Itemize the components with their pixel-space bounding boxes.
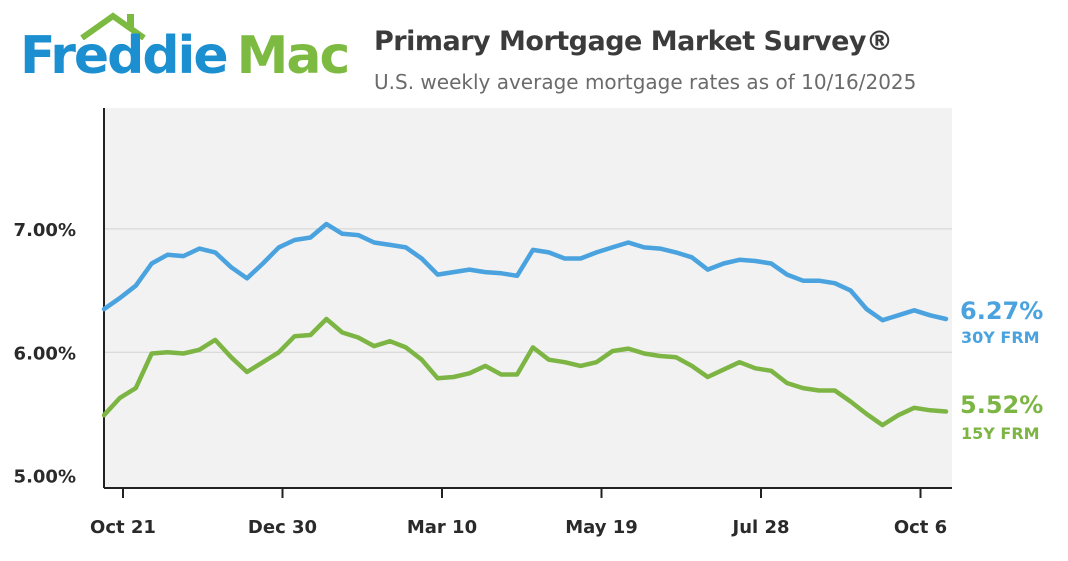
x-tick-label: Dec 30 [248,517,317,538]
series-lines [101,221,949,428]
chart-subtitle: U.S. weekly average mortgage rates as of… [374,70,917,94]
x-tick-label: Oct 6 [894,517,947,538]
labels: 5.00% 6.00% 7.00% Oct 21 Dec 30 Mar 10 May 19 J… [14,220,1044,538]
series-end-value: 5.52% [960,391,1043,419]
series-name-label: 30Y FRM [961,328,1040,347]
plot-background [104,108,952,488]
y-tick-label: 7.00% [14,220,76,241]
series-line-15y-frm [101,316,949,428]
x-tick-label: Mar 10 [407,517,477,538]
x-tick-label: Oct 21 [90,517,156,538]
series-end-value: 6.27% [960,297,1043,325]
axes [103,108,952,498]
x-tick-label: May 19 [565,517,638,538]
series-name-label: 15Y FRM [961,424,1040,443]
chart-title: Primary Mortgage Market Survey® [374,26,893,57]
logo-wordmark: Freddie Mac [20,30,350,82]
series-line-30y-frm [101,221,949,323]
logo-text-freddie: Freddie [20,26,229,86]
y-tick-label: 6.00% [14,343,76,364]
x-tick-label: Jul 28 [731,517,790,538]
house-roof-icon [80,12,146,40]
logo-text-mac: Mac [236,26,351,86]
y-tick-label: 5.00% [14,467,76,488]
freddie-mac-logo: Freddie Mac [20,12,350,102]
